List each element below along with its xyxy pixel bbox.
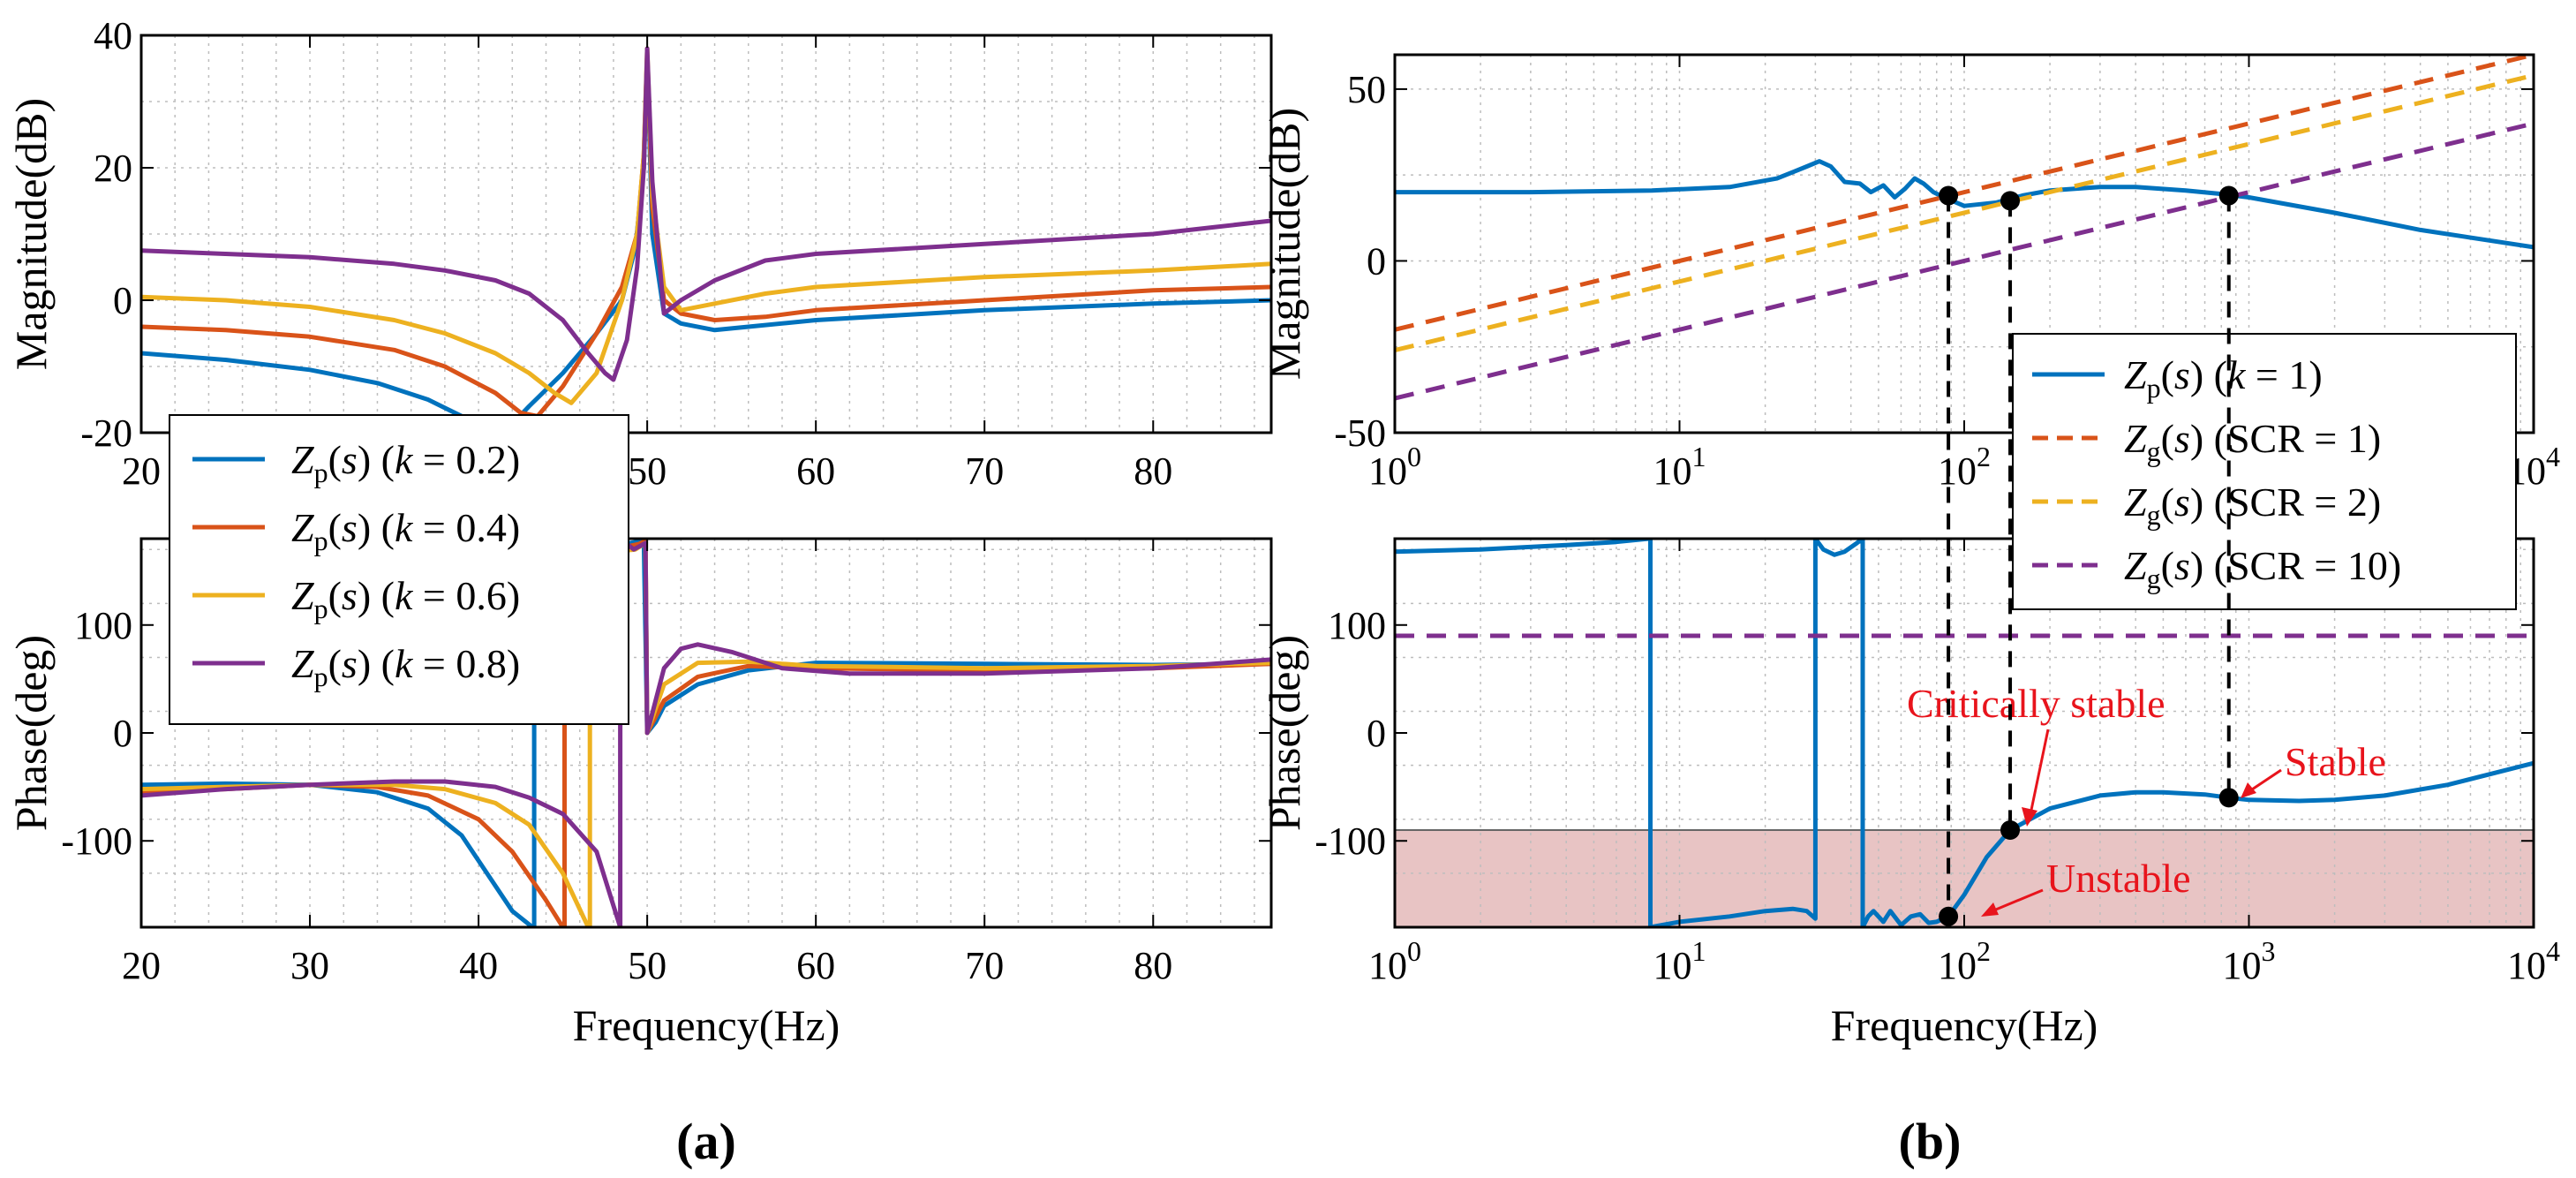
y-tick-label: 0 (1367, 239, 1386, 283)
panel-b-label: (b) (1899, 1113, 1962, 1170)
legend-entry-scr1: Zg(s) (SCR = 1) (2124, 416, 2381, 467)
x-axis-label: Frequency(Hz) (573, 1001, 840, 1050)
annotation-stable: Stable (2285, 739, 2386, 784)
x-tick-label: 80 (1134, 449, 1172, 493)
y-axis-label: Phase(deg) (1260, 635, 1309, 831)
b-phase-series (1395, 539, 2534, 927)
y-axis-label: Magnitude(dB) (6, 98, 56, 370)
marker-point-1 (2000, 820, 2021, 840)
x-tick-label: 20 (122, 944, 161, 987)
y-tick-label: -100 (1314, 819, 1386, 863)
y-tick-label: 0 (113, 279, 132, 322)
panel-a-legend: Zp(s) (k = 0.2) Zp(s) (k = 0.4) Zp(s) (k… (169, 414, 629, 725)
arrowhead-unstable (1981, 902, 1999, 917)
a-mag-grid (141, 35, 1271, 433)
arrowhead-stable (2241, 782, 2256, 798)
x-tick-label: 70 (965, 944, 1004, 987)
series-line-0 (141, 53, 1271, 433)
y-tick-label: 100 (74, 604, 132, 647)
x-tick-label: 50 (628, 944, 667, 987)
panel-b-legend: Zp(s) (k = 1) Zg(s) (SCR = 1) Zg(s) (SCR… (2012, 333, 2517, 610)
legend-entry-k04: Zp(s) (k = 0.4) (291, 505, 520, 556)
series-line-2 (141, 46, 1271, 405)
legend-entry-scr2: Zg(s) (SCR = 2) (2124, 480, 2381, 531)
series-line-2 (1395, 72, 2534, 353)
y-tick-label: -100 (61, 819, 132, 863)
annotation-critically-stable: Critically stable (1907, 681, 2165, 726)
series-line-0 (1395, 539, 2534, 927)
panel-b-guide-lines (1947, 195, 2231, 917)
x-tick-label: 60 (796, 449, 835, 493)
x-tick-label: 60 (796, 944, 835, 987)
a-mag-frame (139, 34, 1273, 434)
x-tick-label: 50 (628, 449, 667, 493)
x-tick-label: 30 (290, 944, 329, 987)
x-tick-label: 101 (1653, 935, 1706, 987)
a-mag-series (141, 46, 1271, 433)
x-tick-label: 104 (2507, 935, 2560, 987)
y-tick-label: 100 (1328, 604, 1386, 647)
y-tick-label: 20 (94, 147, 132, 190)
arrow-stable (2248, 768, 2282, 793)
x-tick-label: 100 (1368, 935, 1421, 987)
marker-point-0 (1939, 906, 1959, 926)
x-tick-label: 70 (965, 449, 1004, 493)
series-line-1 (1395, 55, 2534, 332)
x-tick-label: 103 (2223, 935, 2276, 987)
marker-point-2 (2218, 788, 2239, 808)
legend-entry-k02: Zp(s) (k = 0.2) (291, 437, 520, 488)
y-tick-label: 0 (113, 712, 132, 755)
x-tick-label: 102 (1938, 441, 1991, 493)
series-line-3 (1395, 121, 2534, 401)
x-axis-label: Frequency(Hz) (1831, 1001, 2098, 1050)
x-tick-label: 101 (1653, 441, 1706, 493)
y-tick-label: 50 (1347, 68, 1386, 111)
b-mag-series (1395, 55, 2534, 401)
legend-entry-k06: Zp(s) (k = 0.6) (291, 573, 520, 624)
arrow-critically-stable (2029, 729, 2050, 815)
x-tick-label: 40 (459, 944, 498, 987)
y-tick-label: -50 (1334, 412, 1386, 455)
arrow-unstable (1991, 888, 2044, 913)
x-tick-label: 102 (1938, 935, 1991, 987)
y-tick-label: 40 (94, 14, 132, 57)
unstable-region (1395, 830, 2534, 927)
x-tick-label: 20 (122, 449, 161, 493)
legend-entry-scr10: Zg(s) (SCR = 10) (2124, 543, 2401, 594)
panel-b-phase-axes: 100 101 102 103 104 -100 0 100 Phase(deg) Frequen… (1260, 537, 2560, 1050)
y-axis-label: Phase(deg) (6, 635, 56, 831)
legend-entry-zp: Zp(s) (k = 1) (2124, 352, 2323, 404)
series-line-0 (1395, 159, 2534, 250)
y-axis-label: Magnitude(dB) (1260, 108, 1309, 380)
legend-entry-k08: Zp(s) (k = 0.8) (291, 641, 520, 692)
x-tick-label: 100 (1368, 441, 1421, 493)
series-line-3 (141, 46, 1271, 382)
y-tick-label: -20 (80, 412, 132, 455)
x-tick-label: 80 (1134, 944, 1172, 987)
panel-a-label: (a) (676, 1113, 736, 1170)
y-tick-label: 0 (1367, 712, 1386, 755)
annotation-unstable: Unstable (2046, 856, 2191, 901)
arrowhead-critically-stable (2022, 807, 2037, 827)
